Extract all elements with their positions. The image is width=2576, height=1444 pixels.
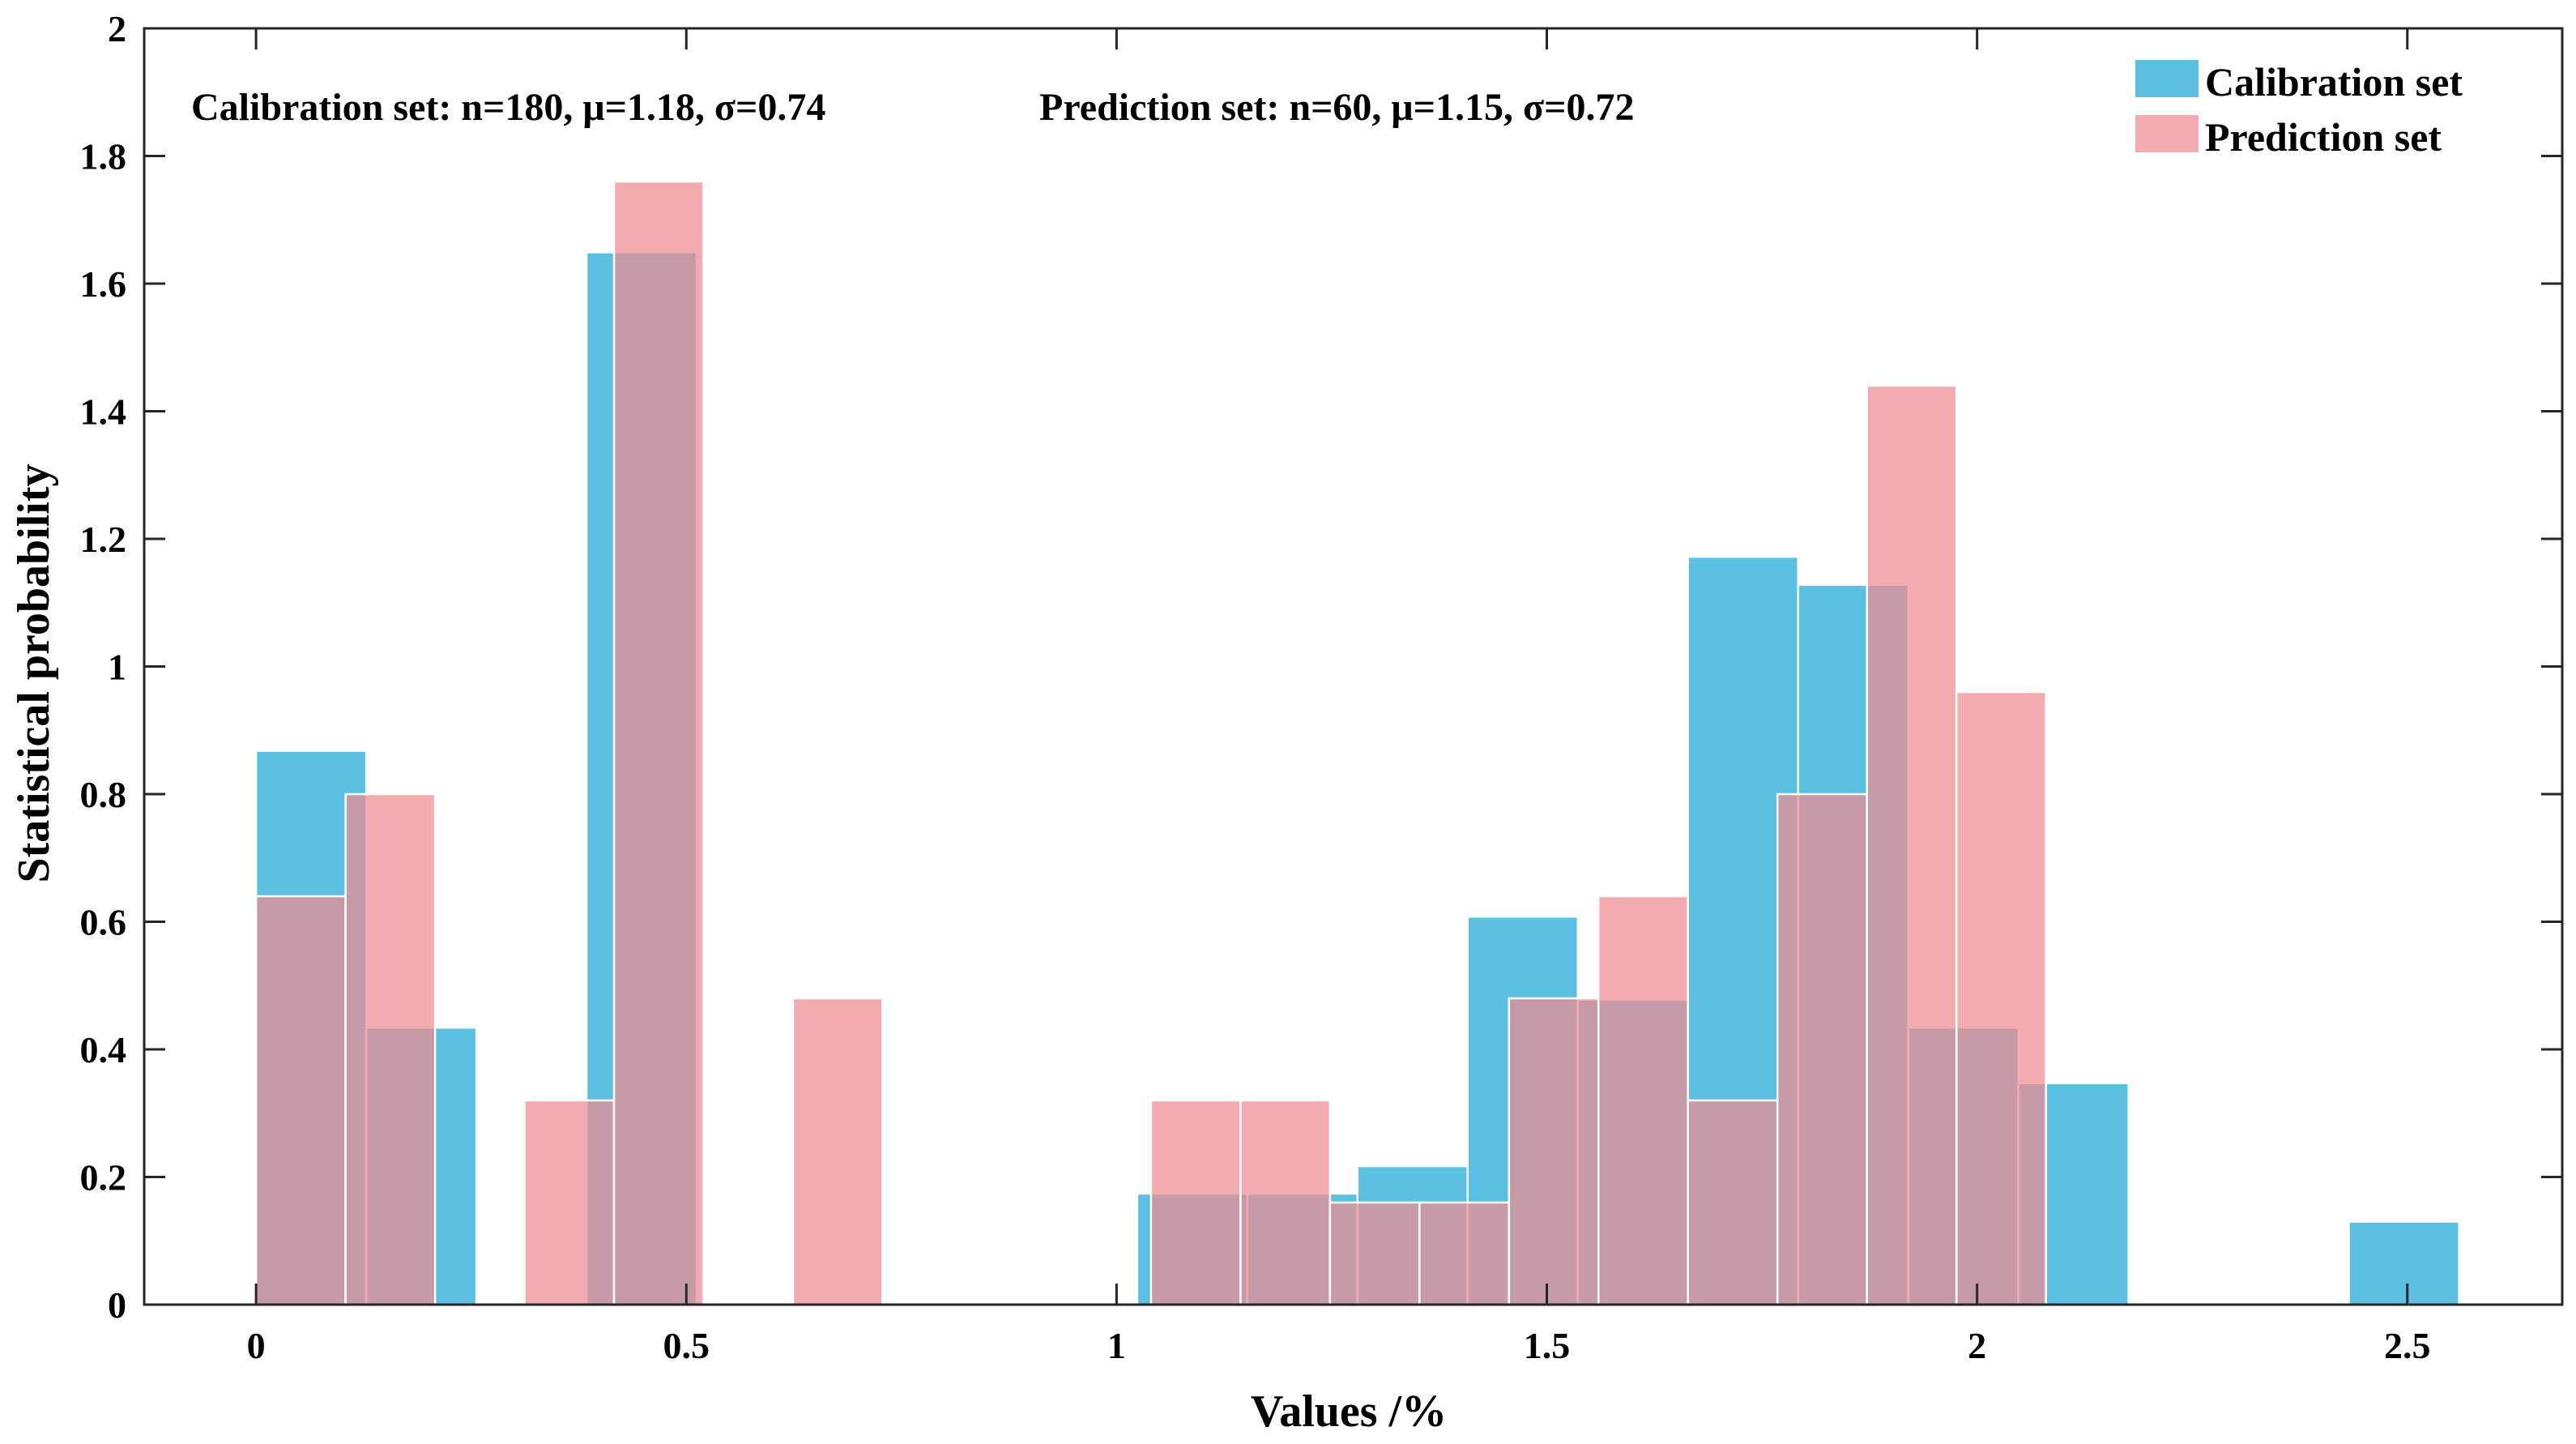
prediction-bar-1 xyxy=(344,792,437,1306)
axes-layer xyxy=(143,27,2564,1306)
x-tick-label-0: 0 xyxy=(247,1325,266,1366)
y-tick-label-1: 0.2 xyxy=(80,1157,127,1198)
prediction-bar-5 xyxy=(1149,1099,1242,1306)
y-tick-label-10: 2 xyxy=(108,8,126,49)
legend-label-prediction: Prediction set xyxy=(2205,114,2442,160)
legend-swatch-prediction xyxy=(2135,115,2199,152)
prediction-bar-9 xyxy=(1508,997,1600,1306)
prediction-bar-0 xyxy=(254,895,347,1306)
y-tick-label-2: 0.4 xyxy=(80,1029,127,1070)
prediction-bar-3 xyxy=(612,180,705,1306)
prediction-bar-7 xyxy=(1329,1201,1421,1306)
prediction-bar-8 xyxy=(1418,1201,1511,1306)
y-tick-label-8: 1.6 xyxy=(80,263,127,305)
legend-swatch-calibration xyxy=(2135,60,2199,97)
bars-layer xyxy=(254,180,2460,1306)
y-tick-label-5: 1 xyxy=(108,647,126,688)
legend: Calibration set Prediction set xyxy=(2135,59,2463,160)
x-tick-label-2: 1 xyxy=(1107,1325,1126,1366)
y-tick-label-4: 0.8 xyxy=(80,774,127,815)
x-tick-label-4: 2 xyxy=(1968,1325,1986,1366)
prediction-bar-11 xyxy=(1687,1099,1779,1306)
series-prediction xyxy=(254,180,2047,1306)
x-tick-label-1: 0.5 xyxy=(663,1325,710,1366)
prediction-bar-10 xyxy=(1597,895,1689,1306)
calibration-bar-12 xyxy=(2348,1220,2460,1306)
legend-label-calibration: Calibration set xyxy=(2205,59,2463,105)
y-axis-title: Statistical probability xyxy=(9,464,59,882)
prediction-bar-6 xyxy=(1239,1099,1332,1306)
y-tick-label-9: 1.8 xyxy=(80,136,127,177)
prediction-bar-14 xyxy=(1955,690,2047,1306)
y-tick-label-3: 0.6 xyxy=(80,902,127,943)
x-tick-label-5: 2.5 xyxy=(2384,1325,2431,1366)
y-tick-label-6: 1.2 xyxy=(80,519,127,560)
labels-layer: 0 0.2 0.4 0.6 0.8 1 1.2 1.4 1.6 1.8 2 0 0.5 1 1.5 2 2.5 xyxy=(80,8,2431,1366)
y-tick-label-7: 1.4 xyxy=(80,391,127,433)
prediction-bar-12 xyxy=(1776,792,1868,1306)
x-tick-label-3: 1.5 xyxy=(1524,1325,1571,1366)
x-axis-title: Values /% xyxy=(1251,1386,1447,1437)
annotation-prediction-stats: Prediction set: n=60, μ=1.15, σ=0.72 xyxy=(1039,86,1634,129)
annotation-calibration-stats: Calibration set: n=180, μ=1.18, σ=0.74 xyxy=(191,86,825,129)
y-tick-label-0: 0 xyxy=(108,1284,126,1326)
prediction-bar-13 xyxy=(1866,384,1958,1306)
prediction-bar-4 xyxy=(791,997,884,1306)
prediction-bar-2 xyxy=(523,1099,616,1306)
